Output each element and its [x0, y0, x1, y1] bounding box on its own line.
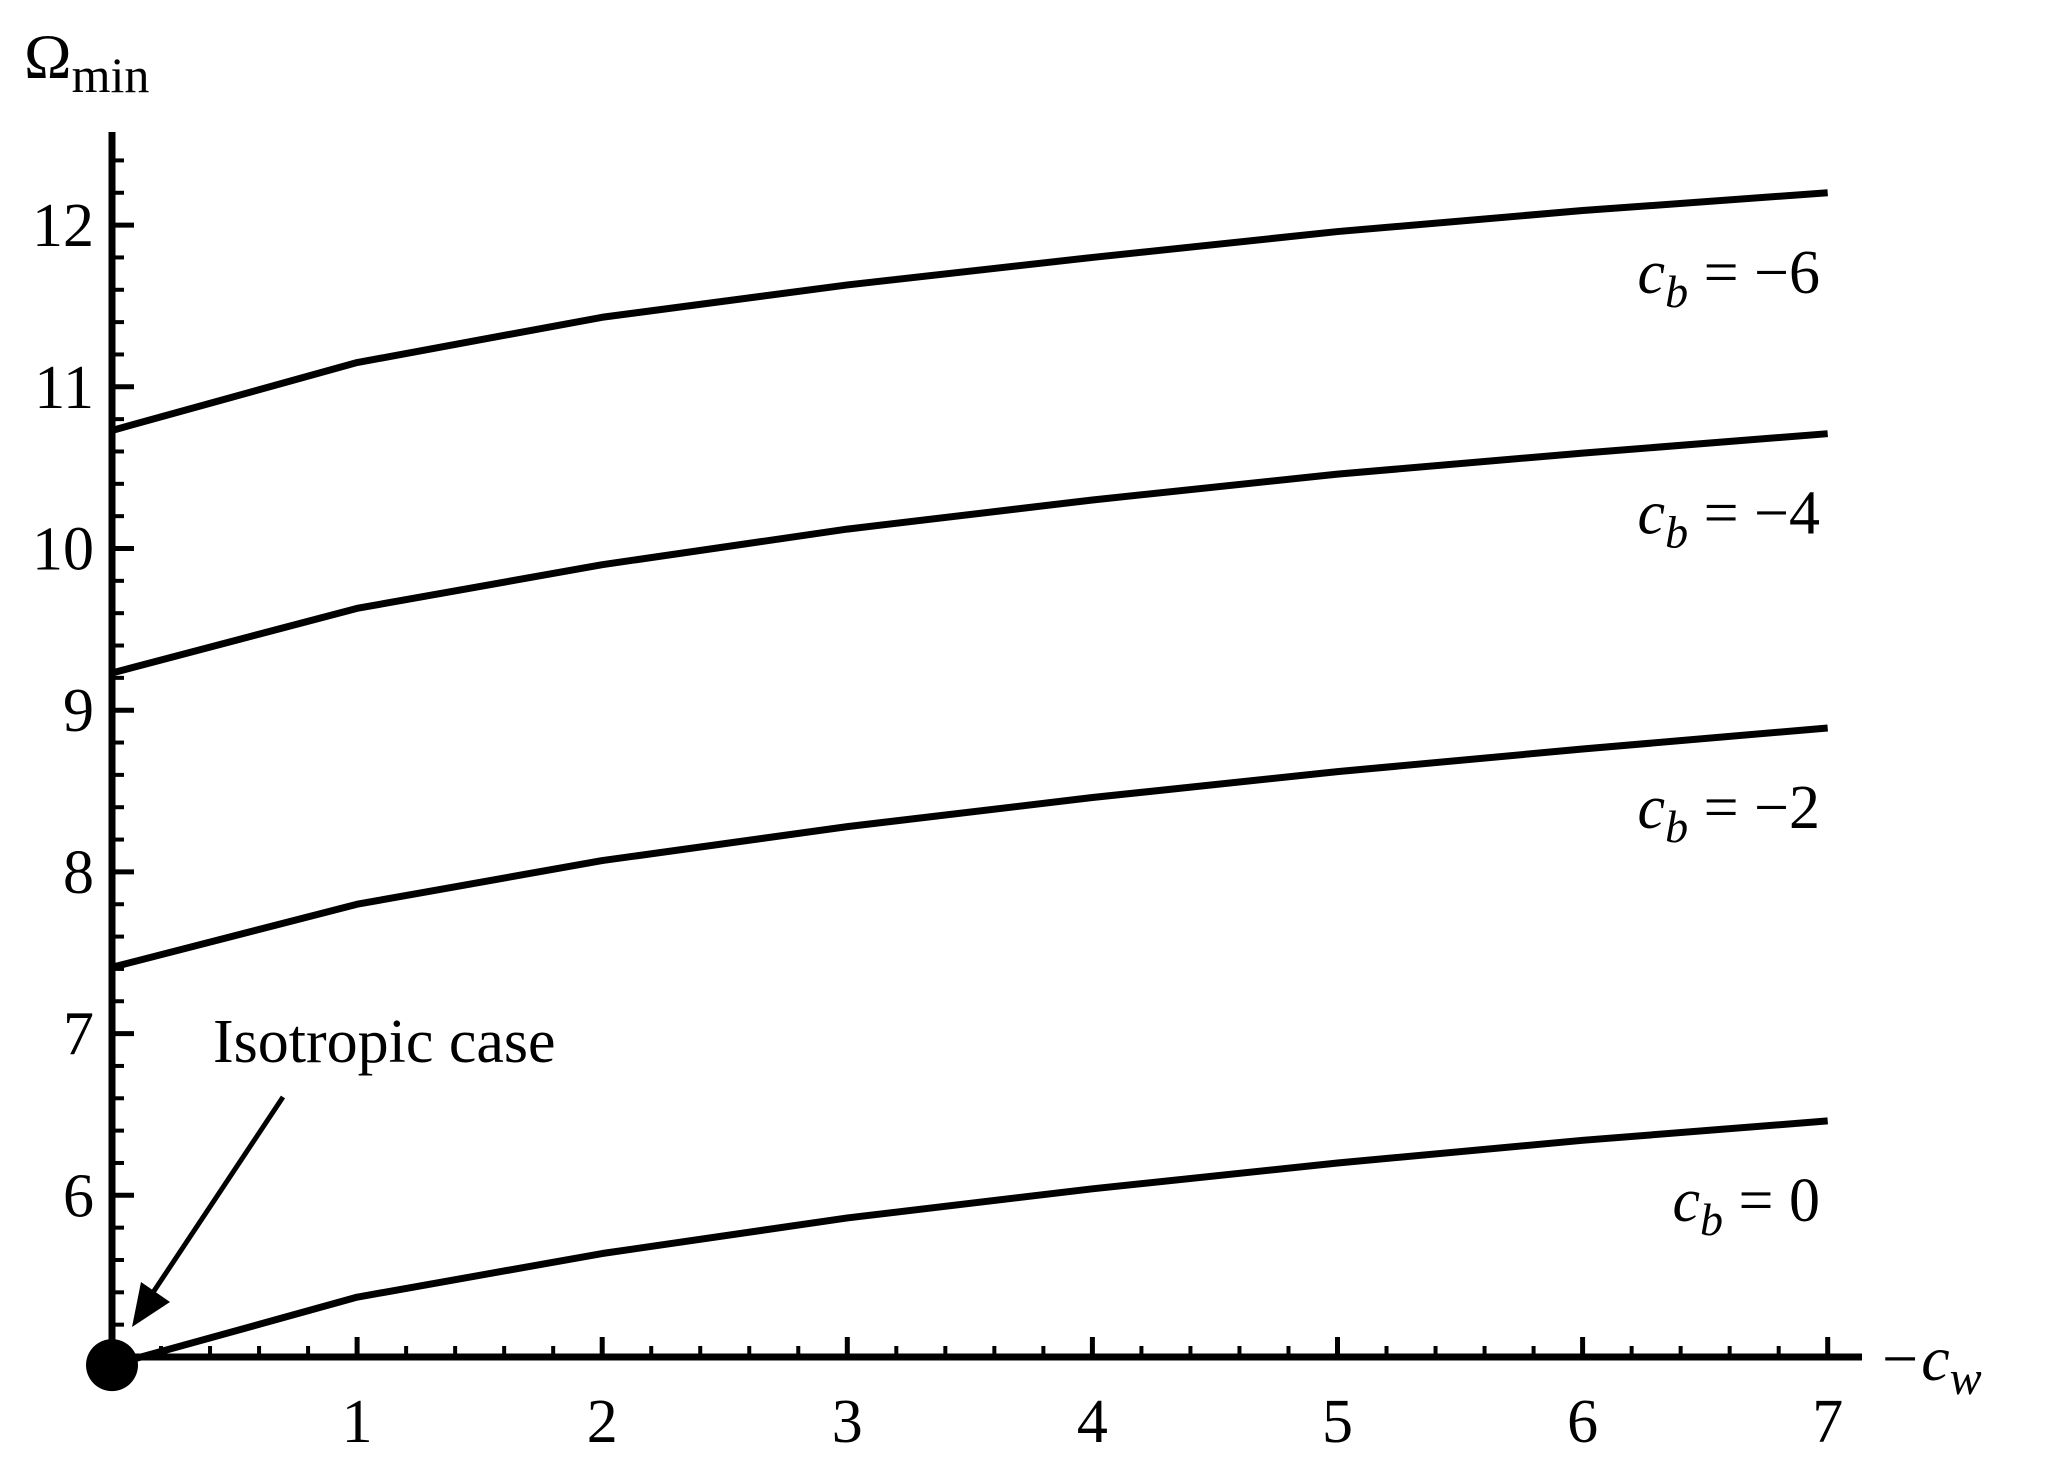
- x-tick-label: 6: [1567, 1388, 1598, 1456]
- y-tick-label: 8: [63, 839, 94, 907]
- x-tick-label: 2: [587, 1388, 618, 1456]
- axes: [108, 132, 1862, 1361]
- series-lines: [111, 189, 1828, 1369]
- y-tick-label: 10: [32, 516, 94, 584]
- series-label: cb = −2: [1638, 774, 1820, 852]
- y-tick-label: 12: [32, 192, 94, 260]
- y-tick-label: 7: [63, 1001, 94, 1069]
- series-label: cb = −4: [1638, 480, 1820, 558]
- series-line: [111, 430, 1828, 677]
- y-tick-label: 11: [34, 354, 94, 422]
- series-labels: cb = −6 cb = −4 cb = −2 cb = 0: [1638, 239, 1820, 1245]
- series-line: [111, 724, 1828, 971]
- annotation-label: Isotropic case: [213, 1008, 556, 1076]
- x-tick-label: 4: [1077, 1388, 1108, 1456]
- minor-ticks: [112, 158, 1781, 1357]
- x-tick-label: 1: [342, 1388, 373, 1456]
- series-line: [111, 189, 1828, 434]
- isotropic-point: [86, 1339, 138, 1392]
- x-tick-label: 5: [1322, 1388, 1353, 1456]
- annotation-arrow-shaft: [145, 1095, 286, 1302]
- y-tick-label: 6: [63, 1162, 94, 1230]
- axis-labels: Ωmin −cw: [24, 21, 1982, 1405]
- series-line: [111, 1117, 1828, 1369]
- series-label: cb = 0: [1673, 1167, 1821, 1245]
- x-tick-label: 7: [1812, 1388, 1843, 1456]
- y-axis-label: Ωmin: [24, 21, 149, 103]
- x-tick-label: 3: [832, 1388, 863, 1456]
- major-ticks: [109, 222, 1831, 1357]
- annotation: Isotropic case: [86, 1008, 556, 1392]
- annotation-arrow-head: [132, 1282, 170, 1327]
- x-axis-label: −cw: [1878, 1323, 1982, 1405]
- y-tick-label: 9: [63, 677, 94, 745]
- series-label: cb = −6: [1638, 239, 1820, 317]
